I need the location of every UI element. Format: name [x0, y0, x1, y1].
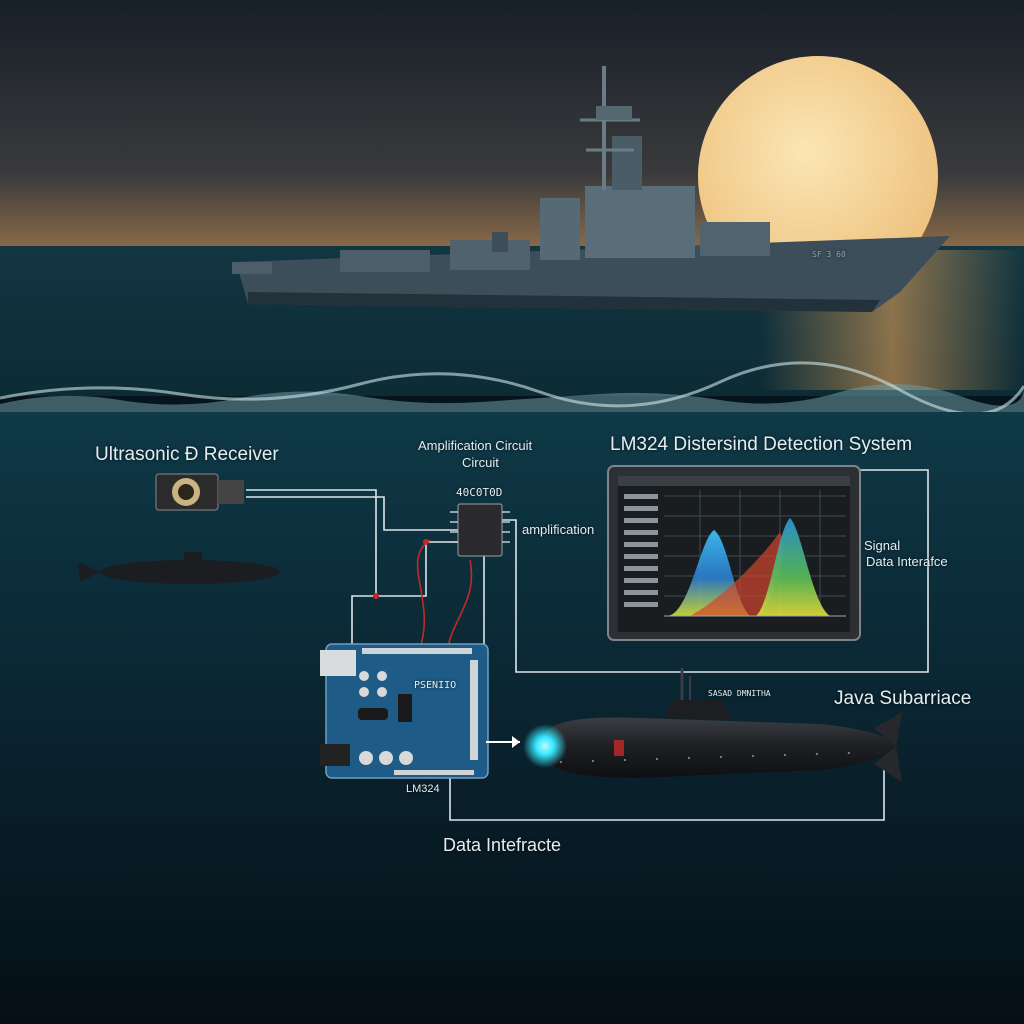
wave-crest	[0, 383, 1024, 420]
wiring	[246, 469, 929, 821]
detection-monitor	[607, 465, 861, 641]
small-submarine	[78, 552, 280, 584]
board-brand: PSENIIO	[414, 680, 457, 691]
waveform-peak-right	[756, 518, 830, 616]
amplification-title: Amplification Circuit	[418, 438, 533, 453]
ship-hull-code: SF 3 60	[812, 250, 846, 259]
amplification-side-label: amplification	[522, 522, 595, 537]
board-label: LM324	[406, 783, 440, 795]
receiver-label: Ultrasonic Đ Receiver	[95, 444, 279, 465]
java-submarine	[523, 668, 902, 782]
submarine-name: Java Subarriace	[834, 688, 972, 709]
amplification-subtitle: Circuit	[462, 455, 499, 470]
waveform-band-red	[690, 532, 783, 616]
microcontroller-board	[320, 643, 489, 779]
sonar-glow-icon	[523, 724, 567, 768]
data-interface-side-label: Data Interafce	[866, 554, 948, 569]
underwater	[0, 412, 1024, 1024]
submarine-tag: SASAD DMNITHA	[708, 689, 771, 698]
data-interface-label: Data Intefracte	[443, 835, 562, 855]
red-wiring	[416, 539, 473, 649]
detection-system-title: LM324 Distersind Detection System	[610, 434, 913, 455]
warship	[232, 66, 950, 312]
chip-code: 40C0T0D	[456, 486, 503, 499]
signal-interface-label: Signal	[864, 538, 901, 553]
ultrasonic-receiver	[155, 473, 244, 511]
amplifier-chip	[450, 503, 510, 557]
